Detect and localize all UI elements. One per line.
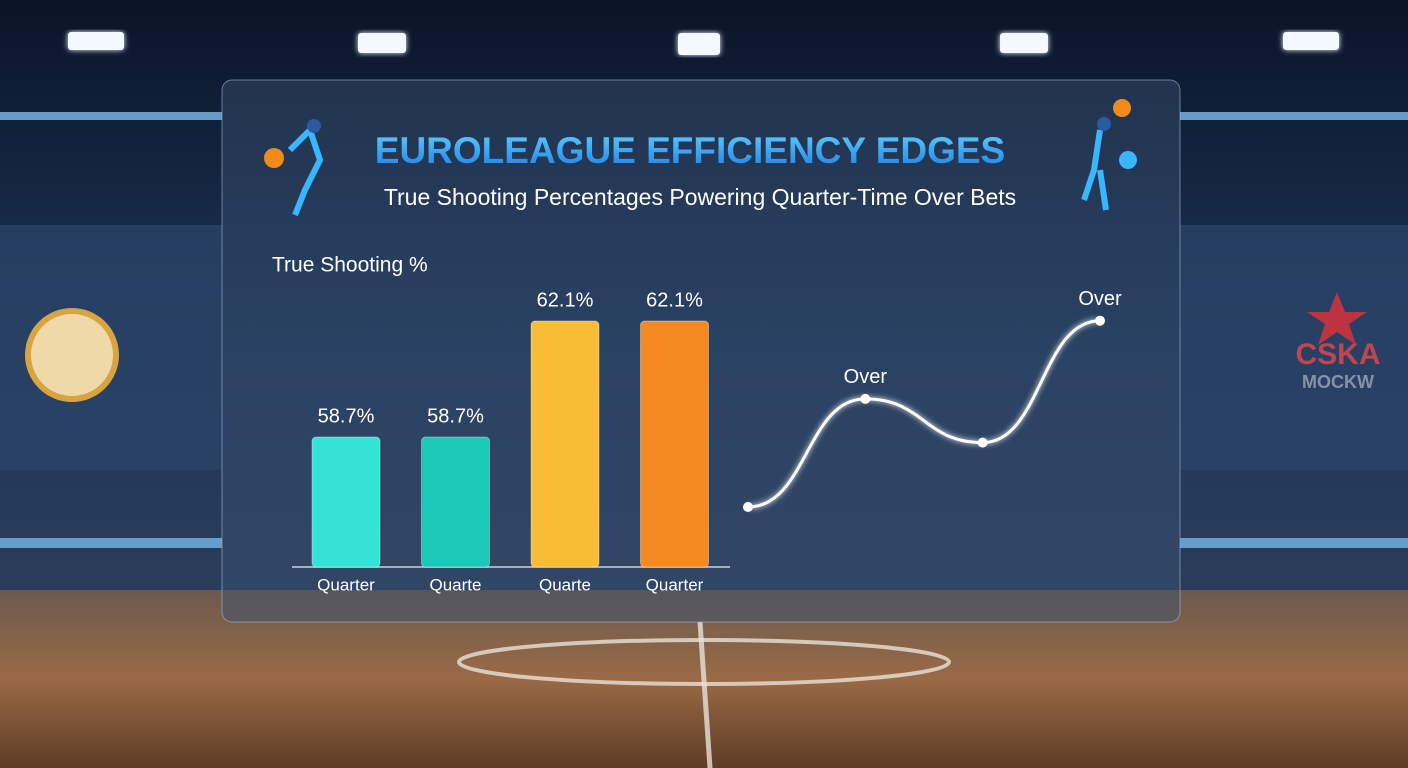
banner-text: CSKA <box>1295 338 1380 371</box>
x-tick-label: Quarte <box>539 575 591 594</box>
line-point <box>977 437 988 448</box>
banner-right <box>1180 225 1408 470</box>
title: EUROLEAGUE EFFICIENCY EDGES <box>375 130 1005 171</box>
club-star <box>1307 292 1367 345</box>
led-strip <box>1180 112 1408 120</box>
ceiling-lights <box>68 32 1339 55</box>
point-label: Over <box>844 366 888 388</box>
point-label: Over <box>1078 288 1122 310</box>
data-label: 62.1% <box>646 289 703 311</box>
data-label: 58.7% <box>427 405 484 427</box>
line-point <box>860 393 871 404</box>
bar <box>640 320 709 568</box>
line-point <box>1095 315 1105 326</box>
led-strip <box>1180 538 1408 548</box>
y-axis-label: True Shooting % <box>272 254 428 277</box>
player-icon <box>1081 99 1137 211</box>
led-strip <box>0 112 222 120</box>
subtitle: True Shooting Percentages Powering Quart… <box>384 184 1016 210</box>
bar <box>421 436 490 568</box>
x-tick-label: Quarter <box>317 575 375 594</box>
x-tick-label: Quarte <box>430 575 482 594</box>
trend-line <box>747 319 1101 509</box>
data-label: 62.1% <box>537 289 594 311</box>
x-tick-label: Quarter <box>646 575 704 594</box>
led-strip <box>0 538 222 548</box>
data-label: 58.7% <box>318 405 375 427</box>
club-crest <box>25 308 119 402</box>
bar <box>530 320 600 568</box>
player-icon <box>264 119 324 217</box>
half-court-line <box>697 621 713 768</box>
bar <box>311 436 381 568</box>
line-point <box>743 502 753 512</box>
banner-text: MOCKW <box>1302 372 1374 392</box>
